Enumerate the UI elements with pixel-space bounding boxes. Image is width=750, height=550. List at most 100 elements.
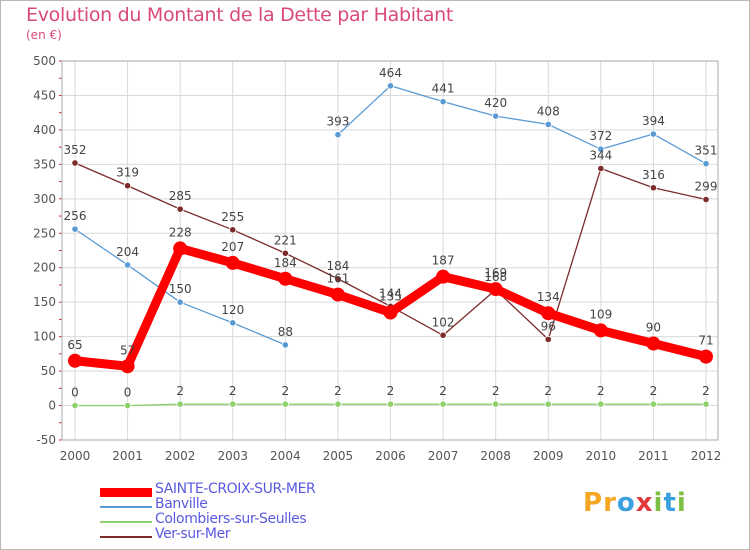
x-tick-label: 2000 xyxy=(60,449,91,463)
data-point xyxy=(334,131,342,139)
data-point xyxy=(702,160,710,168)
data-label: 90 xyxy=(646,321,661,335)
data-label: 184 xyxy=(326,259,349,273)
data-label: 464 xyxy=(379,66,402,80)
data-label: 351 xyxy=(695,144,718,158)
data-label: 221 xyxy=(274,233,297,247)
data-point xyxy=(544,400,552,408)
data-point xyxy=(281,341,289,349)
data-point xyxy=(439,331,447,339)
plot-border xyxy=(61,60,719,441)
data-point xyxy=(281,249,289,257)
chart-title: Evolution du Montant de la Dette par Hab… xyxy=(26,4,454,26)
y-tick-label: 500 xyxy=(33,54,56,68)
data-point xyxy=(176,205,184,213)
y-tick-label: 0 xyxy=(48,399,56,413)
data-label: 0 xyxy=(71,386,79,400)
data-point xyxy=(544,335,552,343)
x-tick-label: 2010 xyxy=(586,449,617,463)
legend-label: Colombiers-sur-Seulles xyxy=(155,511,307,527)
data-point xyxy=(597,145,605,153)
data-label: 2 xyxy=(702,384,710,398)
x-tick-label: 2006 xyxy=(375,449,406,463)
data-point xyxy=(334,400,342,408)
y-tick-label: 300 xyxy=(33,192,56,206)
x-tick-label: 2001 xyxy=(112,449,143,463)
data-label: 441 xyxy=(432,82,455,96)
y-tick-label: 150 xyxy=(33,295,56,309)
data-point xyxy=(120,359,135,374)
data-point xyxy=(436,269,451,284)
data-point xyxy=(330,287,345,302)
x-tick-label: 2007 xyxy=(428,449,459,463)
legend-label: Banville xyxy=(155,496,208,512)
data-label: 2 xyxy=(544,384,552,398)
y-tick-label: -50 xyxy=(36,433,56,447)
data-label: 408 xyxy=(537,104,560,118)
data-point xyxy=(278,271,293,286)
data-label: 352 xyxy=(64,143,87,157)
data-point xyxy=(702,400,710,408)
data-point xyxy=(229,226,237,234)
y-tick-label: 50 xyxy=(41,364,56,378)
data-point xyxy=(646,336,661,351)
data-label: 65 xyxy=(67,338,82,352)
data-label: 420 xyxy=(484,96,507,110)
data-point xyxy=(597,164,605,173)
data-label: 184 xyxy=(274,256,297,270)
data-label: 169 xyxy=(484,266,507,280)
x-tick-label: 2011 xyxy=(638,449,669,463)
data-label: 299 xyxy=(695,180,718,194)
data-point xyxy=(386,82,395,90)
data-label: 2 xyxy=(439,384,447,398)
legend-label: Ver-sur-Mer xyxy=(155,526,231,542)
data-point xyxy=(597,400,605,408)
data-point xyxy=(68,353,82,368)
data-point xyxy=(229,319,237,327)
data-point xyxy=(699,349,713,364)
proxiti-logo: Proxiti xyxy=(583,488,687,518)
data-point xyxy=(593,323,608,338)
data-point xyxy=(386,400,395,408)
logo-letter: i xyxy=(653,488,664,518)
y-tick-label: 200 xyxy=(33,261,56,275)
data-label: 2 xyxy=(334,384,342,398)
logo-letter: t xyxy=(663,488,677,518)
legend-swatch xyxy=(100,521,152,523)
data-point xyxy=(71,225,79,233)
data-point xyxy=(229,400,237,408)
data-point xyxy=(383,305,398,320)
data-label: 316 xyxy=(642,168,665,182)
legend-swatch xyxy=(100,536,152,538)
data-point xyxy=(439,400,447,408)
series-line xyxy=(337,85,707,165)
legend-label: SAINTE-CROIX-SUR-MER xyxy=(155,481,316,497)
data-point xyxy=(176,298,184,306)
data-point xyxy=(439,98,447,106)
data-point xyxy=(281,400,289,408)
data-label: 319 xyxy=(116,166,139,180)
data-label: 134 xyxy=(537,290,560,304)
y-tick-label: 400 xyxy=(33,123,56,137)
chart-subtitle: (en €) xyxy=(26,28,62,42)
data-point xyxy=(123,261,132,269)
data-label: 187 xyxy=(432,254,455,268)
y-tick-label: 350 xyxy=(33,157,56,171)
data-label: 168 xyxy=(484,270,507,284)
data-label: 150 xyxy=(169,282,192,296)
x-tick-label: 2009 xyxy=(533,449,564,463)
data-point xyxy=(173,241,188,256)
data-label: 2 xyxy=(229,384,237,398)
data-label: 2 xyxy=(282,384,290,398)
data-label: 285 xyxy=(169,189,192,203)
data-label: 109 xyxy=(589,307,612,321)
data-point xyxy=(649,400,658,408)
data-label: 207 xyxy=(221,240,244,254)
data-label: 372 xyxy=(589,129,612,143)
data-label: 120 xyxy=(221,303,244,317)
data-label: 0 xyxy=(124,386,132,400)
data-label: 2 xyxy=(650,384,658,398)
data-point xyxy=(71,159,79,167)
logo-letter: o xyxy=(616,488,636,518)
